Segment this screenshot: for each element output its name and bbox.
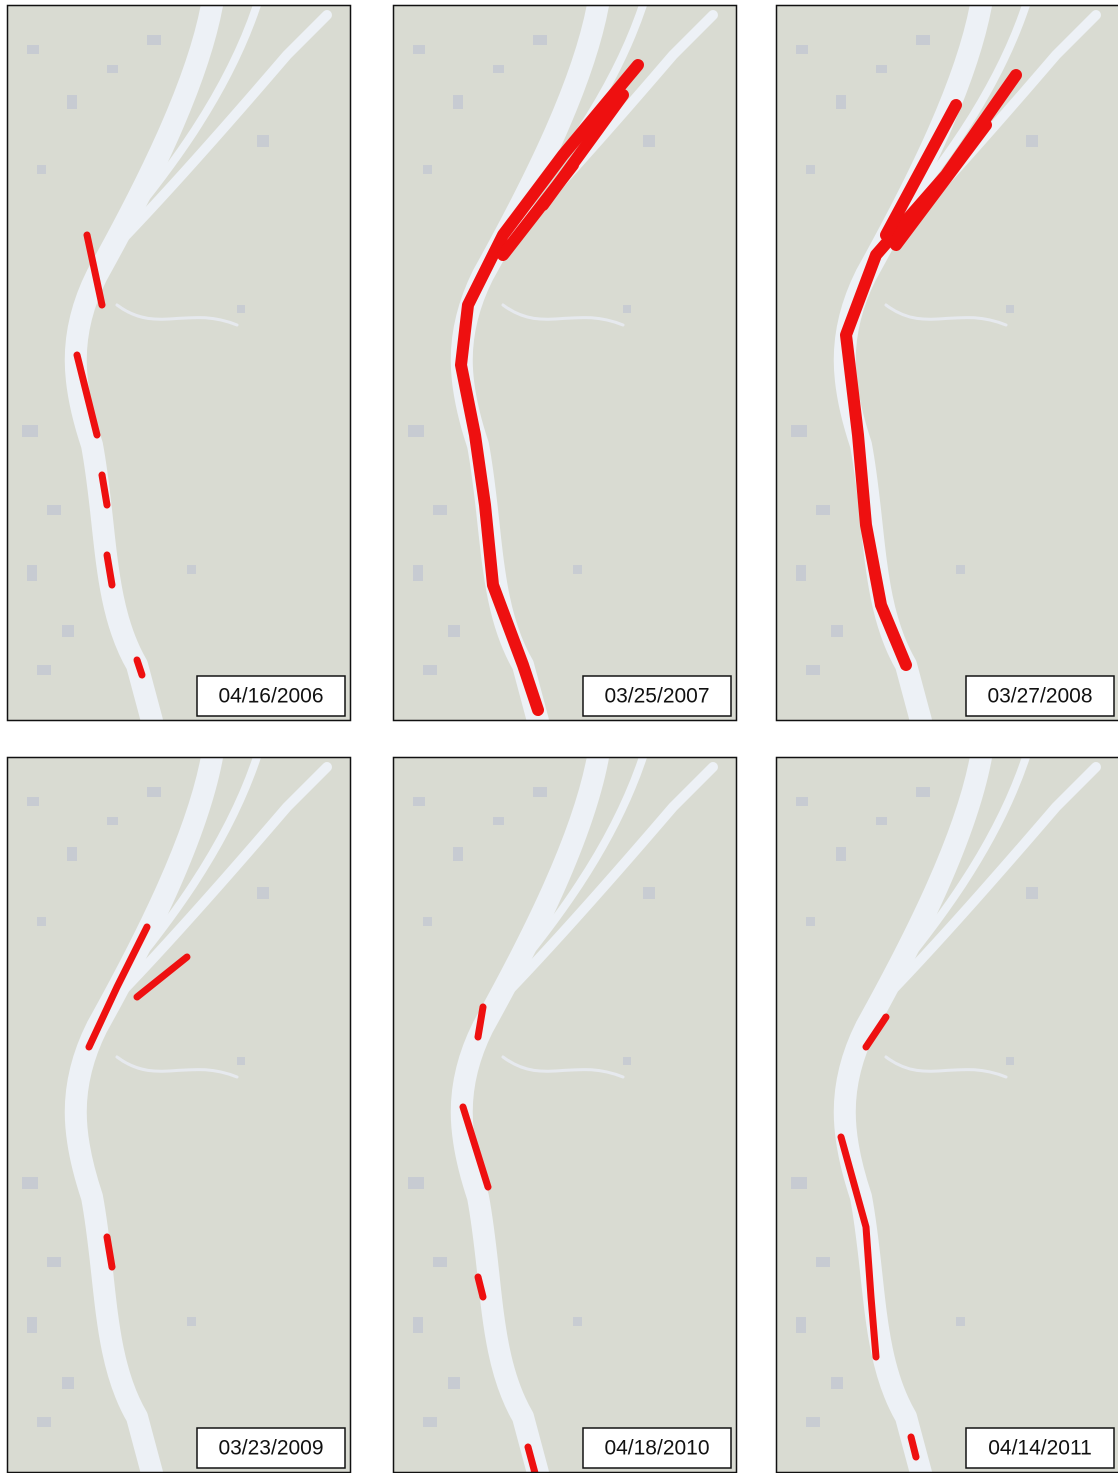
map-image — [776, 757, 1118, 1473]
ice-extent — [478, 1007, 483, 1037]
date-label: 04/18/2010 — [604, 1437, 709, 1460]
map-image — [7, 5, 351, 721]
map-panel: 03/23/2009 — [7, 757, 351, 1473]
date-label: 04/16/2006 — [218, 685, 323, 708]
map-panel: 04/16/2006 — [7, 5, 351, 721]
map-panel: 04/14/2011 — [776, 757, 1118, 1473]
date-label: 04/14/2011 — [988, 1437, 1092, 1460]
map-panel: 03/25/2007 — [393, 5, 737, 721]
map-image — [7, 757, 351, 1473]
ice-extent — [137, 660, 142, 675]
ice-extent — [478, 1277, 483, 1297]
map-panel: 03/27/2008 — [776, 5, 1118, 721]
map-image — [393, 757, 737, 1473]
figure: 04/16/2006 03/25/2007 03/27/2008 03/23/2009… — [0, 0, 1118, 1473]
map-image — [393, 5, 737, 721]
ice-extent — [107, 555, 112, 585]
ice-extent — [107, 1237, 112, 1267]
ice-extent — [911, 1437, 916, 1457]
map-panel: 04/18/2010 — [393, 757, 737, 1473]
date-label: 03/27/2008 — [987, 685, 1092, 708]
date-label: 03/25/2007 — [604, 685, 709, 708]
date-label: 03/23/2009 — [218, 1437, 323, 1460]
ice-extent — [102, 475, 107, 505]
